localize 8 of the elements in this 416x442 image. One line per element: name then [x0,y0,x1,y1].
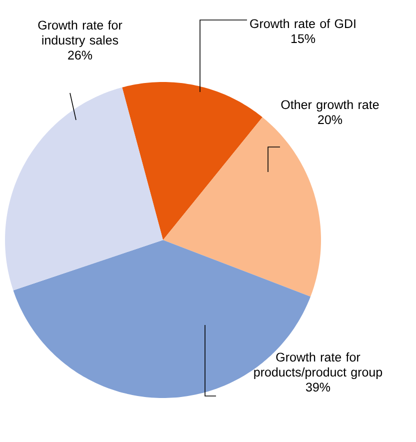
data-label: 26% [68,50,92,60]
slice-label: Growth rate for industry sales [38,20,122,48]
slice-label: Other growth rate [281,100,379,112]
slice-label: Growth rate for products/product group [254,352,382,380]
data-label: 39% [306,382,330,392]
data-label: 15% [291,34,316,44]
slice-label: Growth rate of GDI [250,18,356,28]
data-label: 20% [318,115,342,124]
